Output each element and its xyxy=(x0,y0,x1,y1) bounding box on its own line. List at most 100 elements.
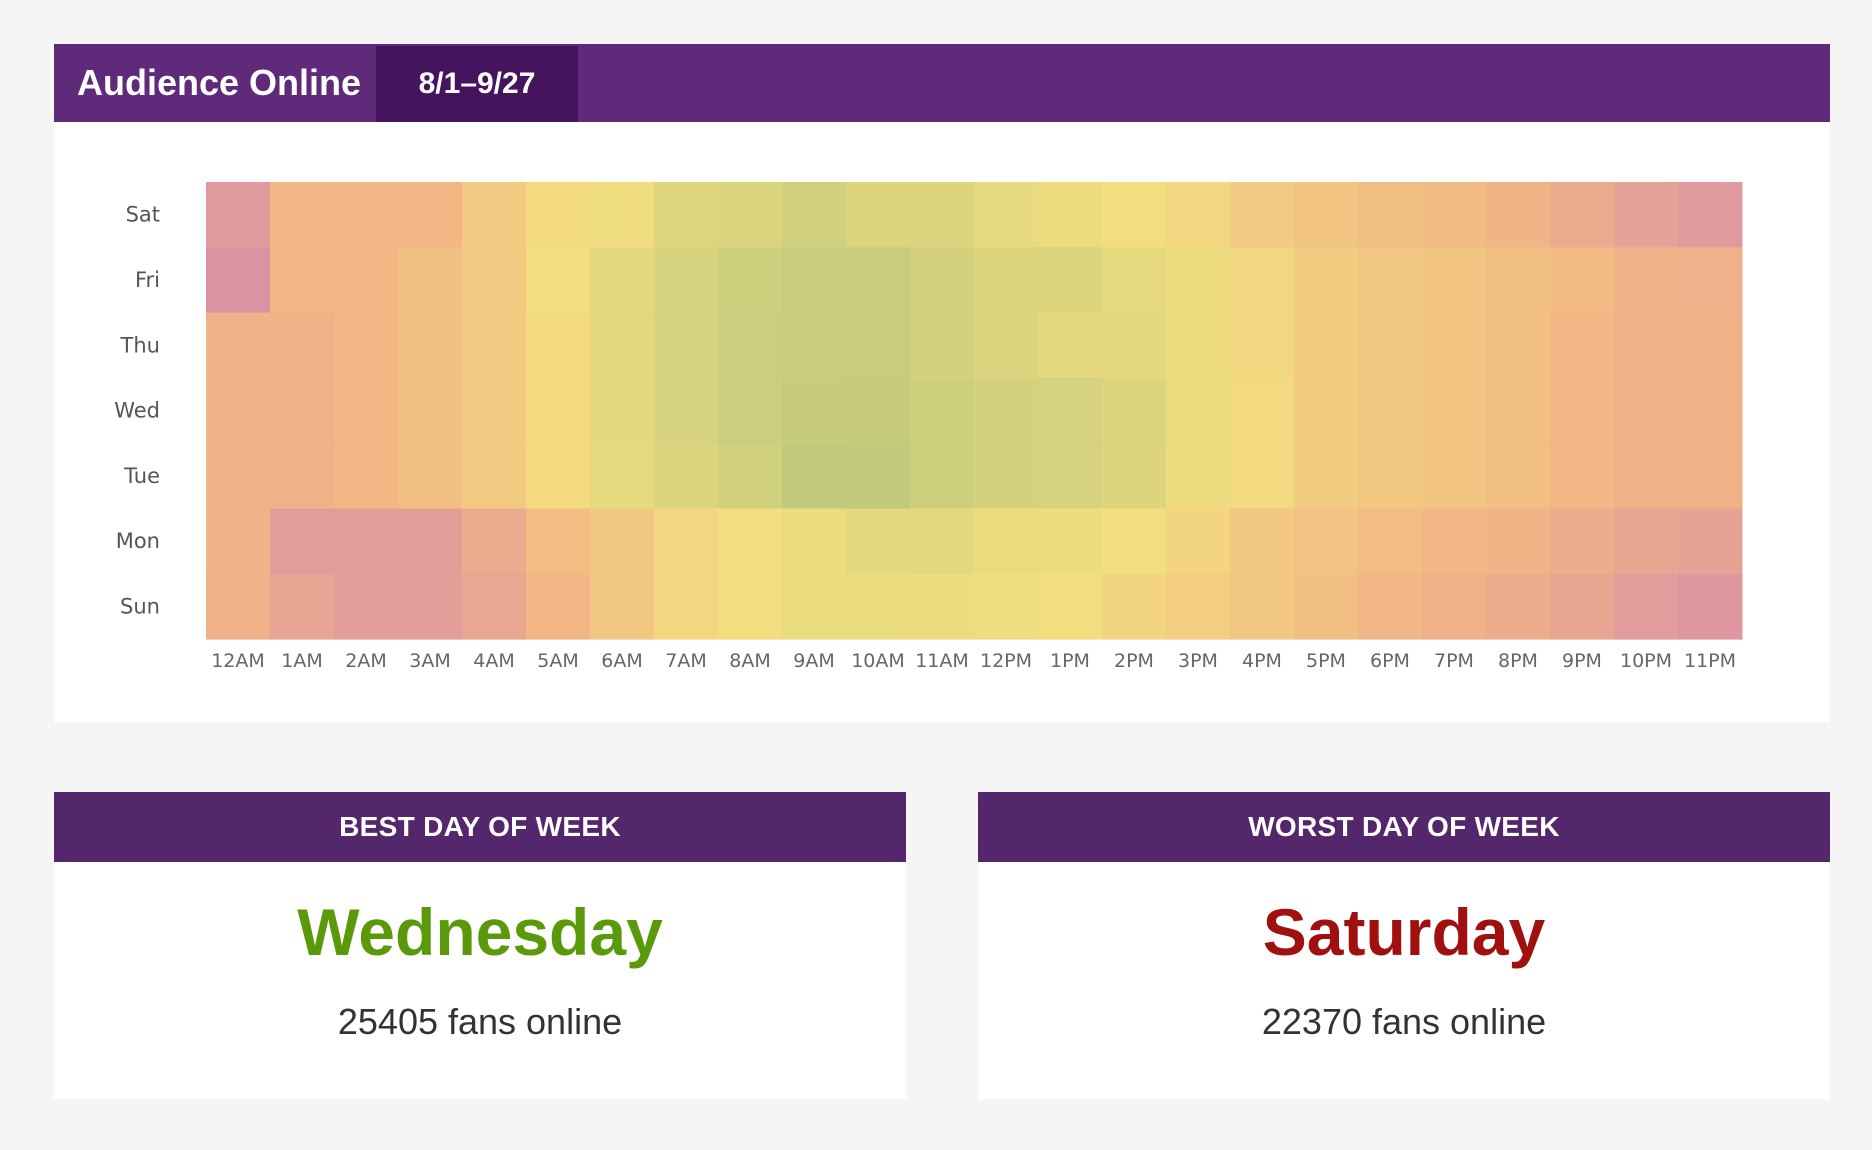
heatmap-cell-thu-9pm xyxy=(1550,312,1615,379)
heatmap-cell-mon-12pm xyxy=(974,508,1039,575)
heatmap-cell-wed-7am xyxy=(654,377,719,444)
heatmap-cell-sat-10am xyxy=(846,182,911,248)
worst-day-fans: 22370 fans online xyxy=(1261,1001,1547,1042)
heatmap-cell-sat-11pm xyxy=(1678,182,1743,248)
heatmap-cell-fri-4pm xyxy=(1230,247,1295,314)
heatmap-cell-mon-2pm xyxy=(1102,508,1167,575)
heatmap-cell-sun-7pm xyxy=(1422,573,1487,640)
heatmap-cell-tue-6am xyxy=(590,443,655,509)
heatmap-cell-wed-11am xyxy=(910,377,975,444)
heatmap-cell-thu-7pm xyxy=(1422,312,1487,379)
heatmap-cell-sat-2am xyxy=(334,182,399,248)
heatmap-cell-thu-8am xyxy=(718,312,783,379)
heatmap-cell-fri-4am xyxy=(462,247,527,314)
heatmap-cell-tue-2pm xyxy=(1102,443,1167,509)
date-range-tab[interactable]: 8/1–9/27 xyxy=(376,46,578,122)
heatmap-cell-sat-10pm xyxy=(1614,182,1679,248)
heatmap-cell-fri-6am xyxy=(590,247,655,314)
heatmap-cell-tue-12am xyxy=(206,443,271,509)
heatmap-cell-mon-11pm xyxy=(1678,508,1743,575)
heatmap-cell-sun-4am xyxy=(462,573,527,640)
best-day-card: BEST DAY OF WEEK Wednesday 25405 fans on… xyxy=(54,792,906,1099)
heatmap-cell-tue-6pm xyxy=(1358,443,1423,509)
best-day-heading: BEST DAY OF WEEK xyxy=(54,792,906,862)
worst-day-card: WORST DAY OF WEEK Saturday 22370 fans on… xyxy=(978,792,1830,1099)
heatmap-cell-fri-8am xyxy=(718,247,783,314)
heatmap-cell-mon-3pm xyxy=(1166,508,1231,575)
heatmap-cell-sat-9pm xyxy=(1550,182,1615,248)
column-label-4am: 4AM xyxy=(473,650,514,672)
heatmap-cell-mon-9am xyxy=(782,508,847,575)
column-label-3am: 3AM xyxy=(409,650,450,672)
heatmap-cell-tue-11am xyxy=(910,443,975,509)
column-label-1pm: 1PM xyxy=(1050,650,1090,672)
heatmap-cell-thu-3pm xyxy=(1166,312,1231,379)
heatmap-cell-tue-9pm xyxy=(1550,443,1615,509)
heatmap-cell-fri-3am xyxy=(398,247,463,314)
heatmap-cell-tue-11pm xyxy=(1678,443,1743,509)
heatmap-cell-sun-3pm xyxy=(1166,573,1231,640)
heatmap-cell-wed-2am xyxy=(334,377,399,444)
heatmap-cell-tue-10am xyxy=(846,443,911,509)
heatmap-cell-fri-3pm xyxy=(1166,247,1231,314)
column-label-10am: 10AM xyxy=(851,650,905,672)
heatmap-cell-wed-7pm xyxy=(1422,377,1487,444)
heatmap-cell-wed-8am xyxy=(718,377,783,444)
heatmap-cell-sat-3am xyxy=(398,182,463,248)
heatmap-cell-sat-8pm xyxy=(1486,182,1551,248)
heatmap-cell-thu-12pm xyxy=(974,312,1039,379)
heatmap-cell-tue-9am xyxy=(782,443,847,509)
heatmap-cell-thu-10pm xyxy=(1614,312,1679,379)
heatmap-cell-sun-9pm xyxy=(1550,573,1615,640)
heatmap-cell-wed-4pm xyxy=(1230,377,1295,444)
heatmap-cell-mon-5am xyxy=(526,508,591,575)
heatmap-cell-mon-8pm xyxy=(1486,508,1551,575)
heatmap-cell-sat-8am xyxy=(718,182,783,248)
heatmap-cell-mon-8am xyxy=(718,508,783,575)
heatmap-cell-mon-6am xyxy=(590,508,655,575)
heatmap-cell-sat-4am xyxy=(462,182,527,248)
panel-header: Audience Online 8/1–9/27 xyxy=(54,44,1830,122)
row-label-mon: Mon xyxy=(116,529,160,553)
heatmap-cell-mon-1pm xyxy=(1038,508,1103,575)
worst-day-value: Saturday xyxy=(1262,895,1546,969)
column-label-12am: 12AM xyxy=(211,650,265,672)
heatmap-cell-tue-4am xyxy=(462,443,527,509)
heatmap-cell-sun-10am xyxy=(846,573,911,640)
heatmap-cell-sun-2am xyxy=(334,573,399,640)
heatmap-cell-thu-8pm xyxy=(1486,312,1551,379)
heatmap-cell-mon-7pm xyxy=(1422,508,1487,575)
heatmap-cell-fri-2am xyxy=(334,247,399,314)
heatmap-cell-thu-4pm xyxy=(1230,312,1295,379)
column-label-10pm: 10PM xyxy=(1620,650,1672,672)
row-label-fri: Fri xyxy=(135,268,160,292)
heatmap-cell-thu-6pm xyxy=(1358,312,1423,379)
heatmap-cell-tue-7am xyxy=(654,443,719,509)
worst-day-heading: WORST DAY OF WEEK xyxy=(978,792,1830,862)
heatmap-cell-mon-12am xyxy=(206,508,271,575)
heatmap-cell-sun-6pm xyxy=(1358,573,1423,640)
heatmap-cell-sat-12am xyxy=(206,182,271,248)
heatmap-cell-sat-9am xyxy=(782,182,847,248)
column-label-7am: 7AM xyxy=(665,650,706,672)
column-label-11am: 11AM xyxy=(915,650,969,672)
column-label-2pm: 2PM xyxy=(1114,650,1154,672)
heatmap-cell-sun-10pm xyxy=(1614,573,1679,640)
column-label-11pm: 11PM xyxy=(1684,650,1736,672)
heatmap-cell-thu-11pm xyxy=(1678,312,1743,379)
heatmap-cell-wed-9pm xyxy=(1550,377,1615,444)
heatmap-cell-tue-4pm xyxy=(1230,443,1295,509)
row-label-tue: Tue xyxy=(123,464,160,488)
heatmap-cell-tue-12pm xyxy=(974,443,1039,509)
row-label-sat: Sat xyxy=(126,203,160,227)
heatmap-cell-thu-11am xyxy=(910,312,975,379)
heatmap-cell-sun-4pm xyxy=(1230,573,1295,640)
heatmap-cell-sun-5am xyxy=(526,573,591,640)
heatmap-cell-tue-10pm xyxy=(1614,443,1679,509)
heatmap-cell-fri-12pm xyxy=(974,247,1039,314)
heatmap-cell-mon-4am xyxy=(462,508,527,575)
column-label-4pm: 4PM xyxy=(1242,650,1282,672)
column-label-5am: 5AM xyxy=(537,650,578,672)
heatmap-cell-tue-5pm xyxy=(1294,443,1359,509)
heatmap-cell-mon-2am xyxy=(334,508,399,575)
